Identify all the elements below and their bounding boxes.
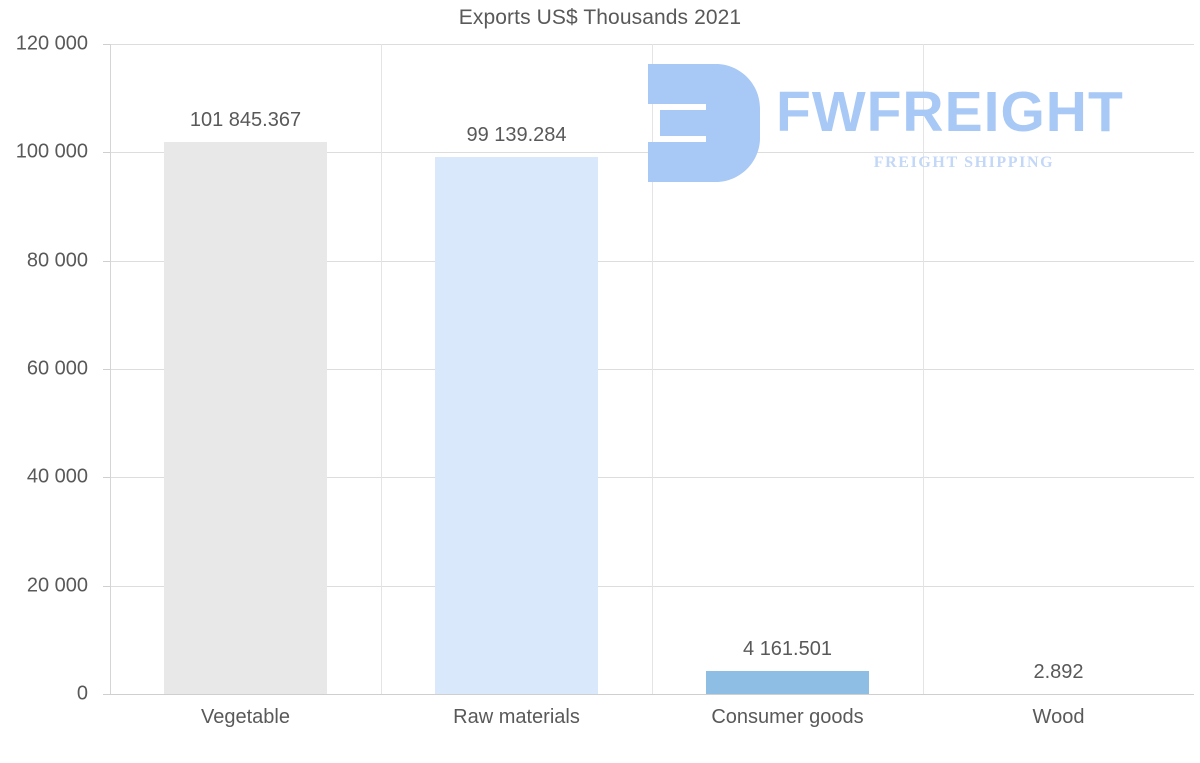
bar[interactable] [435, 157, 598, 694]
y-axis-tick-label: 120 000 [15, 32, 88, 55]
bar[interactable] [706, 671, 869, 694]
x-axis-tick-label: Consumer goods [711, 706, 864, 728]
bar-value-label: 99 139.284 [466, 123, 567, 146]
y-axis-tick-mark [103, 694, 110, 695]
bar-value-label: 2.892 [1033, 660, 1084, 683]
x-axis-tick-label: Vegetable [201, 706, 290, 728]
gridline-horizontal [110, 694, 1194, 695]
gridline-vertical [652, 44, 653, 694]
y-axis-tick-label: 80 000 [26, 249, 88, 272]
x-axis-tick-label: Wood [1032, 706, 1085, 728]
x-axis-tick-label: Raw materials [453, 706, 580, 728]
bar-value-label: 101 845.367 [189, 109, 302, 132]
y-axis-tick-mark [103, 152, 110, 153]
y-axis-tick-mark [103, 261, 110, 262]
y-axis-tick-label: 0 [76, 682, 88, 705]
y-axis-tick-mark [103, 369, 110, 370]
bar-value-label: 4 161.501 [743, 638, 832, 661]
chart-title: Exports US$ Thousands 2021 [458, 6, 742, 29]
y-axis-tick-mark [103, 586, 110, 587]
y-axis-tick-mark [103, 477, 110, 478]
gridline-vertical [923, 44, 924, 694]
plot-area: 101 845.367 99 139.284 4 161.501 2.892 [103, 44, 1194, 695]
y-axis-tick-label: 20 000 [26, 574, 88, 597]
y-axis-tick-label: 60 000 [26, 357, 88, 380]
y-axis-tick-label: 40 000 [26, 465, 88, 488]
y-axis-tick-mark [103, 44, 110, 45]
gridline-vertical [381, 44, 382, 694]
bar[interactable] [164, 142, 327, 694]
y-axis-tick-label: 100 000 [15, 140, 88, 163]
y-axis-line [110, 44, 111, 694]
